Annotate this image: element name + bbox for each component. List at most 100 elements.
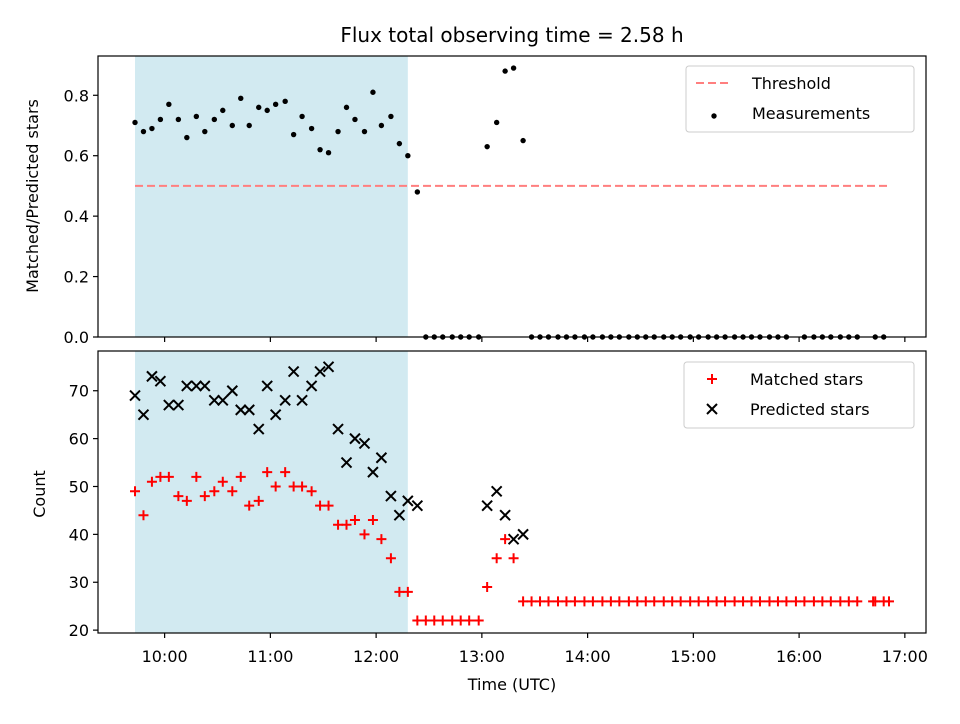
- data-point: [808, 596, 819, 607]
- data-point: [414, 189, 421, 195]
- x-tick-label: 12:00: [353, 647, 399, 666]
- data-point: [163, 471, 174, 482]
- data-point: [482, 582, 493, 593]
- data-point: [543, 596, 554, 607]
- data-point: [296, 394, 308, 407]
- legend-box: [685, 65, 915, 133]
- data-point: [333, 519, 344, 530]
- top-y-tick-label: 0.8: [64, 86, 89, 105]
- data-point: [172, 399, 185, 411]
- data-point: [341, 519, 352, 530]
- data-point: [290, 131, 297, 138]
- data-point: [367, 515, 378, 526]
- data-point: [132, 119, 138, 126]
- data-point: [649, 596, 660, 607]
- data-point: [640, 596, 651, 607]
- data-point: [361, 128, 368, 135]
- data-point: [429, 615, 440, 626]
- data-point: [253, 423, 265, 435]
- data-point: [493, 119, 500, 126]
- data-point: [420, 615, 431, 626]
- data-point: [817, 596, 828, 607]
- data-point: [138, 510, 149, 521]
- data-point: [235, 471, 246, 482]
- data-point: [675, 596, 686, 607]
- data-point: [520, 137, 526, 144]
- data-point: [226, 385, 239, 397]
- data-point: [272, 101, 279, 108]
- data-point: [517, 528, 529, 541]
- data-point: [209, 486, 220, 497]
- data-point: [402, 586, 413, 597]
- data-point: [256, 104, 262, 111]
- data-point: [658, 596, 669, 607]
- data-point: [282, 98, 288, 105]
- top-y-tick-label: 0.0: [64, 328, 89, 347]
- data-point: [746, 596, 757, 607]
- data-point: [227, 486, 238, 497]
- data-point: [385, 490, 397, 502]
- data-point: [685, 596, 696, 607]
- data-point: [411, 499, 424, 512]
- bottom-legend: Matched stars Predicted stars: [683, 361, 915, 429]
- data-point: [587, 596, 598, 607]
- data-point: [322, 361, 335, 373]
- data-point: [764, 596, 775, 607]
- data-point: [393, 509, 406, 521]
- data-point: [199, 380, 211, 392]
- data-point: [149, 125, 155, 132]
- data-point: [163, 399, 175, 411]
- data-point: [405, 153, 411, 159]
- data-point: [614, 596, 625, 607]
- top-legend: Threshold Measurements: [685, 65, 915, 133]
- bottom-shaded-span: [135, 351, 408, 633]
- data-point: [253, 495, 264, 506]
- bottom-y-tick-label: 40: [69, 525, 89, 544]
- top-y-tick-label: 0.4: [64, 207, 89, 226]
- data-point: [799, 596, 810, 607]
- legend-label: Measurements: [752, 104, 870, 123]
- data-point: [711, 596, 722, 607]
- data-point: [518, 596, 529, 607]
- data-point: [412, 615, 423, 626]
- data-point: [349, 432, 361, 445]
- x-axis-label: Time (UTC): [467, 675, 556, 694]
- data-point: [437, 615, 448, 626]
- bottom-series-1: [129, 361, 529, 545]
- data-point: [137, 408, 150, 421]
- data-point: [455, 615, 466, 626]
- data-point: [720, 596, 731, 607]
- data-point: [238, 95, 244, 102]
- bottom-y-tick-label: 50: [69, 477, 89, 496]
- data-point: [632, 596, 643, 607]
- data-point: [703, 596, 714, 607]
- data-point: [352, 116, 358, 123]
- data-point: [315, 500, 326, 511]
- data-point: [481, 499, 493, 512]
- data-point: [367, 466, 379, 478]
- data-point: [508, 553, 519, 564]
- x-tick-label: 10:00: [142, 647, 188, 666]
- data-point: [269, 408, 282, 421]
- legend-marker-predicted: [706, 403, 718, 415]
- top-y-tick-label: 0.2: [64, 268, 89, 287]
- data-point: [579, 596, 590, 607]
- data-point: [499, 509, 511, 521]
- data-point: [507, 533, 520, 545]
- data-point: [359, 529, 370, 540]
- data-point: [597, 596, 608, 607]
- bottom-axes-frame: [97, 350, 927, 634]
- data-point: [484, 143, 490, 150]
- data-point: [500, 534, 511, 545]
- data-point: [870, 596, 881, 607]
- bottom-y-tick-label: 30: [69, 573, 89, 592]
- data-point: [883, 596, 894, 607]
- data-point: [358, 437, 371, 450]
- data-point: [335, 128, 341, 135]
- data-point: [308, 125, 315, 132]
- data-point: [190, 380, 203, 392]
- data-point: [394, 586, 405, 597]
- data-point: [173, 491, 184, 502]
- data-point: [229, 122, 235, 129]
